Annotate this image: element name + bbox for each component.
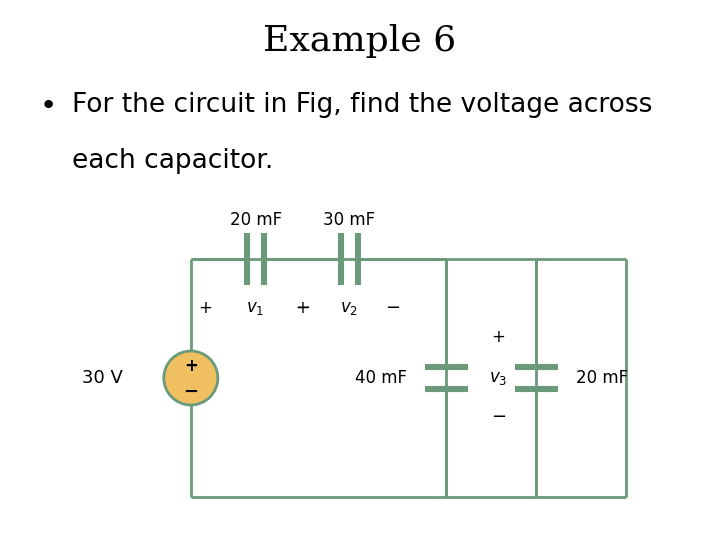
- Text: Example 6: Example 6: [264, 24, 456, 58]
- Text: •: •: [40, 92, 57, 120]
- Text: each capacitor.: each capacitor.: [72, 148, 274, 174]
- Text: +: +: [295, 299, 310, 317]
- Text: −: −: [384, 299, 400, 317]
- Text: +: +: [491, 328, 505, 347]
- Text: 30 V: 30 V: [81, 369, 122, 387]
- Text: −: −: [183, 382, 199, 401]
- Text: +: +: [184, 357, 198, 375]
- Text: −: −: [490, 408, 506, 426]
- Text: 30 mF: 30 mF: [323, 212, 375, 230]
- Text: 20 mF: 20 mF: [230, 212, 282, 230]
- Text: $v_3$: $v_3$: [489, 369, 508, 387]
- Text: $v_2$: $v_2$: [340, 299, 359, 317]
- Text: For the circuit in Fig, find the voltage across: For the circuit in Fig, find the voltage…: [72, 92, 652, 118]
- Text: 40 mF: 40 mF: [355, 369, 407, 387]
- Ellipse shape: [164, 351, 218, 405]
- Text: −: −: [294, 299, 310, 317]
- Text: 20 mF: 20 mF: [576, 369, 628, 387]
- Text: +: +: [198, 299, 212, 317]
- Text: $v_1$: $v_1$: [246, 299, 265, 317]
